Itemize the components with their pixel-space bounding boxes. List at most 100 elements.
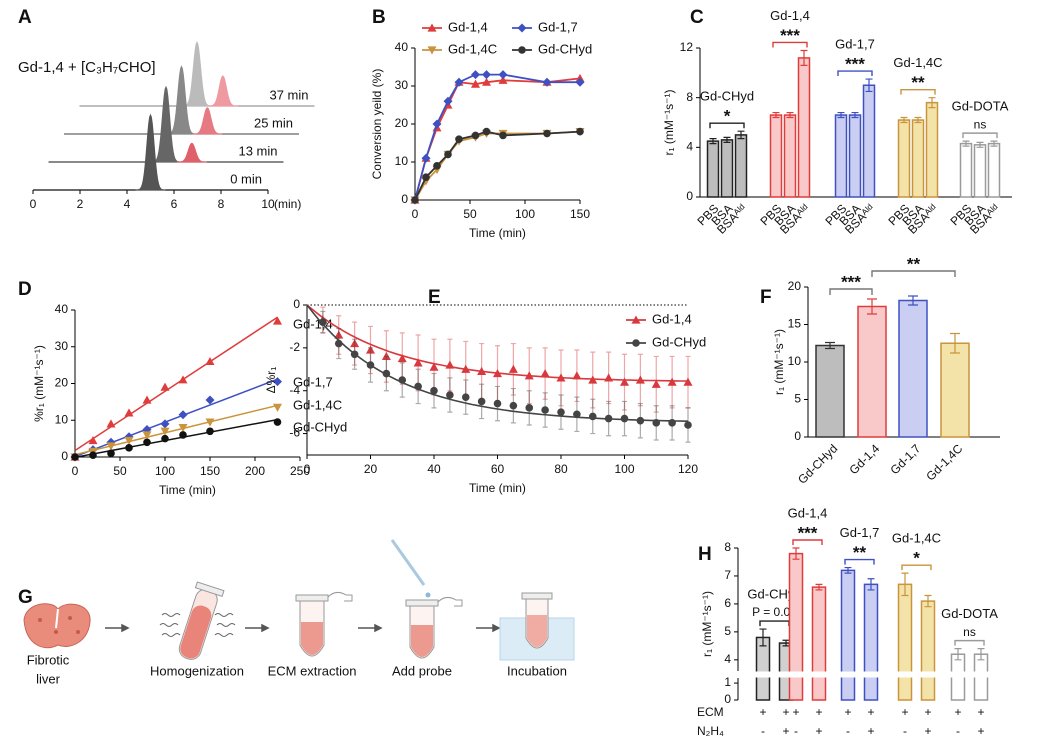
group-name: Gd-1,4 xyxy=(788,505,828,520)
marker xyxy=(366,345,375,354)
y-tick-label: 0 xyxy=(794,429,801,443)
marker xyxy=(604,414,613,423)
significance-label: *** xyxy=(845,55,865,74)
step-label: Incubation xyxy=(507,663,567,678)
axis-break xyxy=(739,671,1001,678)
x-axis-label: Time (min) xyxy=(469,481,526,495)
error-bar xyxy=(867,298,877,315)
y-tick-label: 20 xyxy=(395,116,409,130)
y-tick-label: 8 xyxy=(686,90,693,104)
marker xyxy=(499,131,507,140)
y-tick-label: 4 xyxy=(724,652,731,666)
marker xyxy=(493,399,502,408)
legend-marker xyxy=(518,46,526,54)
bar xyxy=(769,114,783,198)
y-tick-label: 40 xyxy=(395,40,409,54)
error-bar xyxy=(914,116,922,124)
marker xyxy=(88,435,98,445)
legend-marker xyxy=(517,23,527,33)
tube-icon xyxy=(178,581,225,660)
marker xyxy=(444,150,452,159)
error-bar xyxy=(772,111,780,119)
x-tick-label: 0 xyxy=(72,464,79,478)
marker xyxy=(604,373,614,382)
marker xyxy=(541,406,549,414)
marker xyxy=(206,427,214,436)
bar xyxy=(755,636,771,701)
x-tick-label: 40 xyxy=(427,462,441,476)
series-line xyxy=(414,130,581,201)
marker xyxy=(142,395,152,404)
group-name: Gd-CHyd xyxy=(700,89,754,104)
marker xyxy=(179,431,187,439)
condition-sign: - xyxy=(846,724,850,738)
marker xyxy=(205,356,215,366)
bar xyxy=(815,344,845,438)
significance-bracket xyxy=(844,558,875,565)
error-bar xyxy=(815,583,823,591)
condition-sign: + xyxy=(759,705,766,719)
marker xyxy=(482,127,491,136)
marker xyxy=(273,418,282,426)
marker xyxy=(482,70,491,80)
y-tick-label: 0 xyxy=(724,692,731,706)
marker xyxy=(683,377,693,386)
marker xyxy=(443,96,453,106)
y-tick-label: 30 xyxy=(55,339,69,353)
bar xyxy=(857,305,887,438)
marker xyxy=(429,362,439,371)
error-bar xyxy=(844,566,852,574)
error-bar xyxy=(737,130,745,140)
y-tick-label: 0 xyxy=(401,192,408,206)
marker xyxy=(106,419,116,428)
peak xyxy=(151,85,181,163)
y-tick-label: 10 xyxy=(788,354,802,368)
marker xyxy=(205,395,215,405)
marker xyxy=(588,412,597,421)
group-name: Gd-1,7 xyxy=(835,36,875,51)
significance-label: * xyxy=(724,107,731,126)
marker xyxy=(620,377,629,386)
x-tick-label: 100 xyxy=(614,462,634,476)
series-line xyxy=(414,77,581,201)
bar xyxy=(911,119,925,198)
x-tick-label: 6 xyxy=(171,197,178,211)
marker xyxy=(178,424,188,433)
condition-sign: + xyxy=(844,705,851,719)
condition-sign: + xyxy=(782,724,789,738)
series-label: Gd-1,4C xyxy=(293,397,342,412)
error-bar xyxy=(990,140,998,147)
marker xyxy=(455,135,463,143)
marker xyxy=(576,127,584,136)
marker xyxy=(366,361,375,369)
marker xyxy=(509,401,518,410)
group-name: Gd-1,4C xyxy=(893,55,942,70)
x-tick-label: Gd-1,4C xyxy=(923,441,965,483)
y-tick-label: 5 xyxy=(724,624,731,638)
marker xyxy=(540,369,550,378)
y-tick-label: 5 xyxy=(794,392,801,406)
bar xyxy=(973,144,987,198)
panel-letter: H xyxy=(698,544,712,565)
trace-label: 13 min xyxy=(238,143,277,158)
bar xyxy=(987,142,1001,198)
x-tick-label: 100 xyxy=(515,207,535,221)
panel-letter: E xyxy=(428,287,441,308)
significance-label: ** xyxy=(911,73,925,92)
marker xyxy=(477,397,486,406)
step-label: Fibrotic xyxy=(27,652,70,667)
marker xyxy=(125,444,133,452)
marker xyxy=(334,339,343,348)
significance-label: ns xyxy=(974,117,987,131)
x-tick-label: Gd-1,4 xyxy=(847,441,883,477)
bar xyxy=(940,342,970,438)
arrows xyxy=(105,623,501,633)
condition-sign: + xyxy=(792,705,799,719)
error-bar xyxy=(962,140,970,147)
peak xyxy=(166,65,197,135)
marker xyxy=(273,316,282,325)
legend-label: Gd-CHyd xyxy=(538,41,592,56)
marker xyxy=(667,377,677,386)
marker xyxy=(160,382,170,391)
marker xyxy=(124,408,134,417)
